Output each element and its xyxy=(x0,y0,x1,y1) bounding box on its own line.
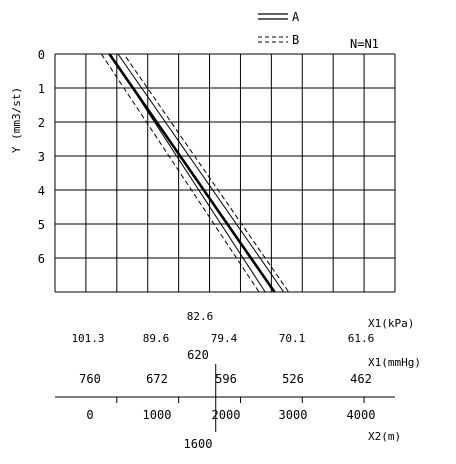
x1-kpa-tick-label: 70.1 xyxy=(279,332,306,345)
x1-mmhg-tick-label: 462 xyxy=(350,372,372,386)
legend-label-a: A xyxy=(292,10,300,24)
series-line-b-4 xyxy=(123,54,290,292)
series-line-a-2 xyxy=(117,54,285,292)
y-tick-label: 6 xyxy=(38,252,45,266)
x1-mmhg-axis-label: X1(mmHg) xyxy=(368,356,421,369)
y-tick-label: 4 xyxy=(38,184,45,198)
series-line-a-1 xyxy=(116,63,266,292)
plot-grid xyxy=(54,53,396,293)
y-tick-label: 3 xyxy=(38,150,45,164)
x1-kpa-tick-label: 89.6 xyxy=(143,332,170,345)
y-tick-label: 0 xyxy=(38,48,45,62)
x2-tick-label: 2000 xyxy=(212,408,241,422)
condition-label: N=N1 xyxy=(350,37,379,51)
x2-tick-label: 3000 xyxy=(279,408,308,422)
x2-axis-label: X2(m) xyxy=(368,430,401,443)
marker-kpa-label: 82.6 xyxy=(187,310,214,323)
x1-mmhg-tick-label: 672 xyxy=(146,372,168,386)
x1-kpa-tick-labels: 101.3 89.6 79.4 70.1 61.6 xyxy=(71,332,374,345)
series-lines xyxy=(100,54,290,292)
y-axis-label: Y (mm3/st) xyxy=(10,87,23,153)
x2-tick-label: 1000 xyxy=(143,408,172,422)
x2-tick-label: 4000 xyxy=(347,408,376,422)
y-tick-label: 1 xyxy=(38,82,45,96)
x1-mmhg-tick-labels: 760 672 596 526 462 xyxy=(79,372,372,386)
x2-tick-labels: 0 1000 2000 3000 4000 xyxy=(86,408,375,422)
x1-kpa-tick-label: 61.6 xyxy=(348,332,375,345)
legend-label-b: B xyxy=(292,33,299,47)
marker-mmhg-label: 620 xyxy=(187,348,209,362)
y-tick-labels: 0 1 2 3 4 5 6 xyxy=(38,48,45,266)
series-line-a-0 xyxy=(108,54,276,292)
axes xyxy=(55,364,395,432)
x1-mmhg-tick-label: 526 xyxy=(282,372,304,386)
x1-mmhg-tick-label: 596 xyxy=(215,372,237,386)
x1-kpa-tick-label: 79.4 xyxy=(211,332,238,345)
x1-kpa-axis-label: X1(kPa) xyxy=(368,317,414,330)
x1-mmhg-tick-label: 760 xyxy=(79,372,101,386)
legend: A B xyxy=(258,10,300,47)
series-line-b-3 xyxy=(100,54,260,292)
x2-tick-label: 0 xyxy=(86,408,93,422)
y-tick-label: 5 xyxy=(38,218,45,232)
y-tick-label: 2 xyxy=(38,116,45,130)
x1-kpa-tick-label: 101.3 xyxy=(71,332,104,345)
marker-x2-label: 1600 xyxy=(184,437,213,451)
